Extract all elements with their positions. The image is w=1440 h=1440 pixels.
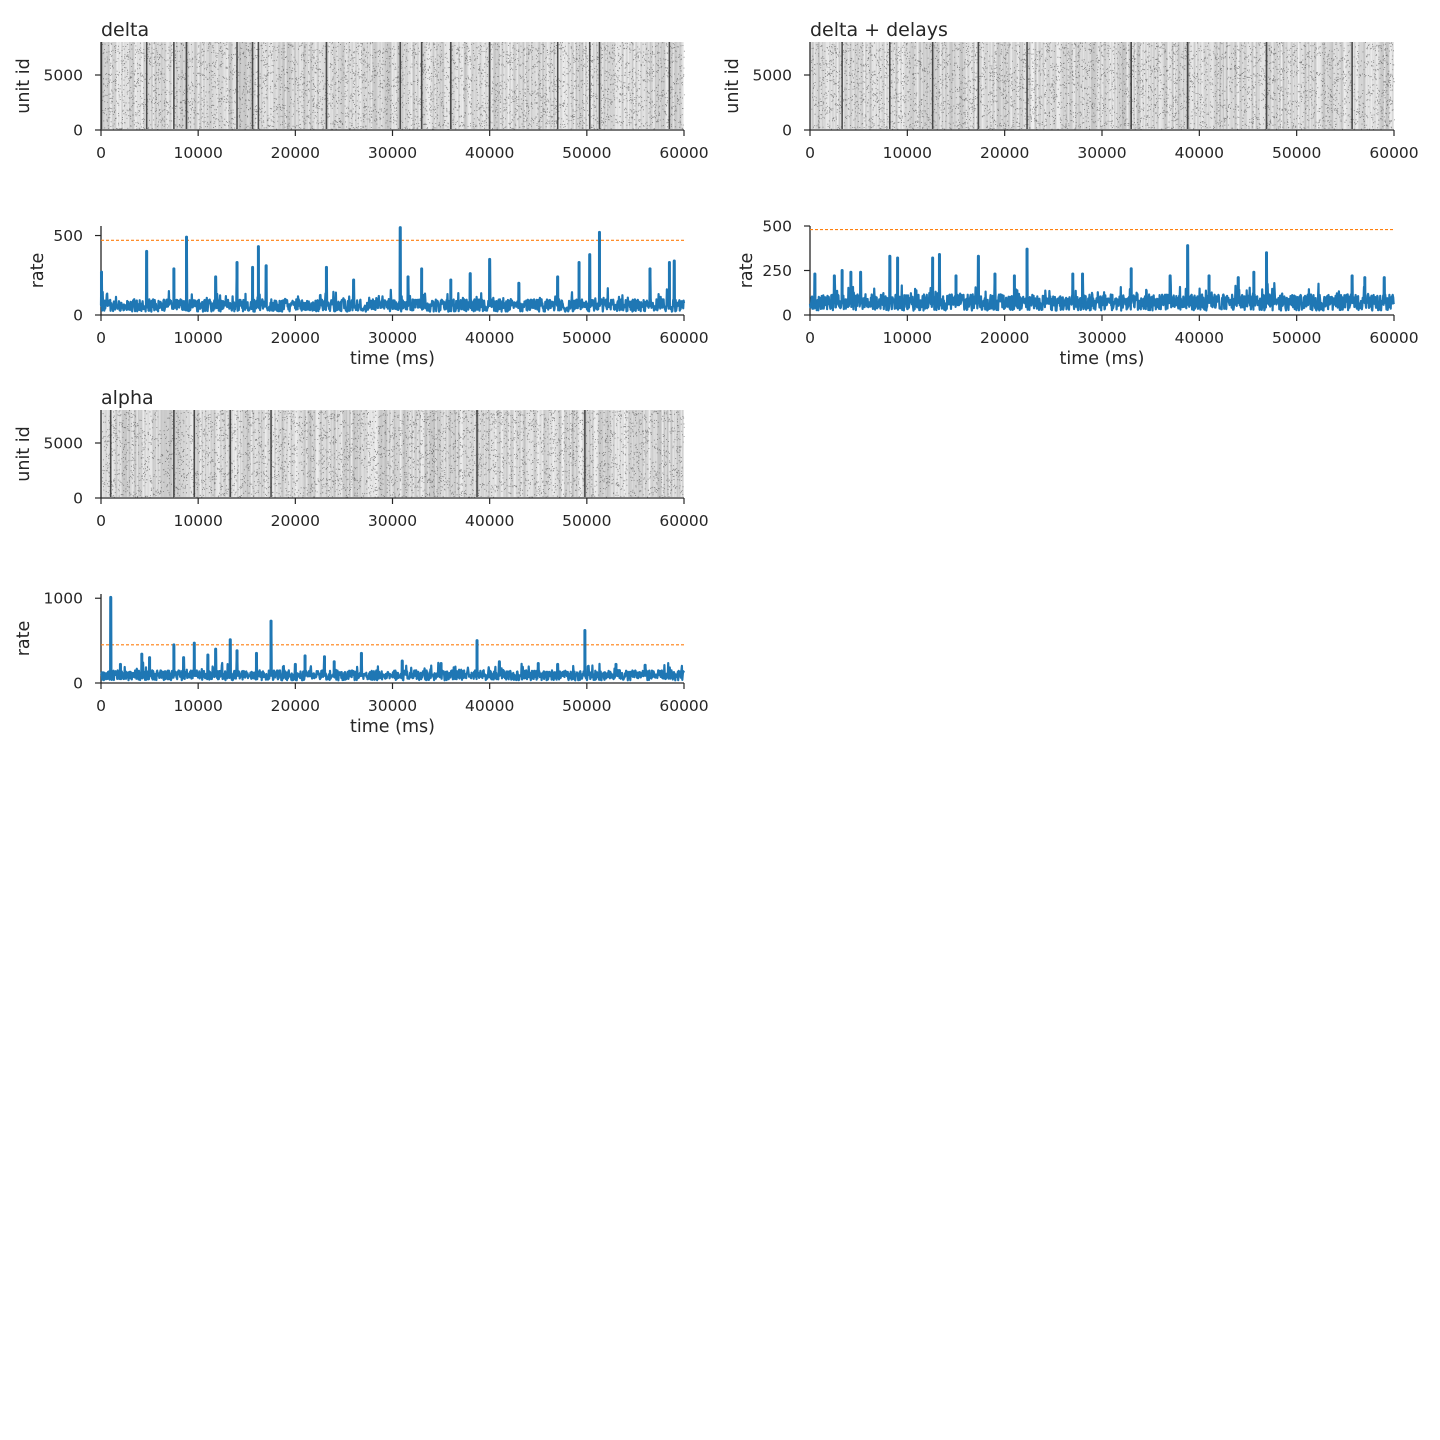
panel-delta-delays: delta + delays 0 10000 20000 30000 40000 5000… xyxy=(723,19,1419,369)
rate-line xyxy=(99,226,686,313)
x-tick-label: 60000 xyxy=(659,697,708,715)
x-tick-label: 20000 xyxy=(980,329,1029,347)
y-tick-label: 500 xyxy=(762,218,792,236)
x-tick-label: 20000 xyxy=(271,697,320,715)
x-tick-label: 20000 xyxy=(980,144,1029,162)
y-tick-label: 5000 xyxy=(753,67,792,85)
x-tick-label: 60000 xyxy=(659,512,708,530)
x-tick-label: 0 xyxy=(96,697,106,715)
x-tick-label: 10000 xyxy=(883,144,932,162)
x-tick-label: 30000 xyxy=(1077,329,1126,347)
x-tick-label: 10000 xyxy=(174,329,223,347)
x-tick-label: 0 xyxy=(96,329,106,347)
x-tick-label: 20000 xyxy=(271,329,320,347)
x-tick-label: 40000 xyxy=(465,329,514,347)
panel-title-delta: delta xyxy=(101,19,149,41)
x-tick-label: 30000 xyxy=(368,144,417,162)
y-tick-label: 0 xyxy=(73,122,83,140)
y-axis-label: unit id xyxy=(14,426,34,481)
panel-title-alpha: alpha xyxy=(101,387,154,409)
x-tick-label: 50000 xyxy=(562,697,611,715)
y-tick-label: 0 xyxy=(73,675,83,693)
x-tick-label: 30000 xyxy=(368,697,417,715)
y-axis-label: rate xyxy=(737,253,757,289)
y-axis-label: unit id xyxy=(14,58,34,113)
x-tick-label: 40000 xyxy=(465,697,514,715)
x-axis-label: time (ms) xyxy=(350,349,435,369)
x-tick-label: 50000 xyxy=(562,329,611,347)
x-tick-label: 30000 xyxy=(368,329,417,347)
x-tick-label: 0 xyxy=(805,329,815,347)
x-tick-label: 30000 xyxy=(1077,144,1126,162)
y-axis-label: rate xyxy=(28,253,48,289)
raster-plot-delta-delays: 0 10000 20000 30000 40000 50000 60000 0 5000 unit… xyxy=(723,42,1419,162)
raster-speckle xyxy=(102,410,685,498)
x-axis-label: time (ms) xyxy=(350,717,435,737)
x-tick-label: 30000 xyxy=(368,512,417,530)
y-tick-label: 0 xyxy=(782,307,792,325)
y-tick-label: 0 xyxy=(782,122,792,140)
x-tick-label: 60000 xyxy=(1369,144,1418,162)
rate-plot-delta-delays: 0 10000 20000 30000 40000 50000 60000 0 250 500 ra… xyxy=(737,218,1419,370)
x-tick-label: 50000 xyxy=(1272,329,1321,347)
y-tick-label: 250 xyxy=(762,262,792,280)
x-tick-label: 10000 xyxy=(174,512,223,530)
raster-spikes xyxy=(810,42,1395,130)
x-axis-label: time (ms) xyxy=(1060,349,1145,369)
x-tick-label: 0 xyxy=(96,512,106,530)
panel-alpha: alpha 0 10000 20000 30000 40000 50000 60000050… xyxy=(14,387,709,737)
x-tick-label: 0 xyxy=(96,144,106,162)
y-tick-label: 5000 xyxy=(44,67,83,85)
rate-line xyxy=(808,244,1395,312)
x-tick-label: 40000 xyxy=(465,512,514,530)
y-tick-label: 1000 xyxy=(44,590,83,608)
x-tick-label: 60000 xyxy=(659,144,708,162)
x-tick-label: 20000 xyxy=(271,512,320,530)
panel-delta: delta 0 10000 20000 30000 40000 50000 60000050… xyxy=(14,19,709,369)
x-tick-label: 10000 xyxy=(174,697,223,715)
x-tick-label: 40000 xyxy=(1175,329,1224,347)
y-tick-label: 0 xyxy=(73,307,83,325)
raster-speckle xyxy=(811,42,1395,130)
raster-spikes xyxy=(101,410,685,498)
rate-plot-delta: 0 10000 20000 30000 40000 50000 60000 0 500 rate t… xyxy=(28,226,709,369)
y-tick-label: 500 xyxy=(53,227,83,245)
x-tick-label: 50000 xyxy=(562,512,611,530)
y-axis-label: unit id xyxy=(723,58,743,113)
x-tick-label: 0 xyxy=(805,144,815,162)
panel-title-delta-delays: delta + delays xyxy=(810,19,948,41)
x-tick-label: 20000 xyxy=(271,144,320,162)
y-tick-label: 5000 xyxy=(44,435,83,453)
x-tick-label: 10000 xyxy=(883,329,932,347)
raster-speckle xyxy=(102,42,685,130)
x-tick-label: 60000 xyxy=(1369,329,1418,347)
raster-spikes xyxy=(100,42,685,130)
x-tick-label: 50000 xyxy=(562,144,611,162)
rate-line xyxy=(100,596,686,682)
x-tick-label: 50000 xyxy=(1272,144,1321,162)
x-tick-label: 10000 xyxy=(174,144,223,162)
rate-plot-alpha: 0 10000 20000 30000 40000 50000 60000 0 1000 rate… xyxy=(14,590,709,737)
x-tick-label: 60000 xyxy=(659,329,708,347)
x-tick-label: 40000 xyxy=(465,144,514,162)
x-tick-label: 40000 xyxy=(1175,144,1224,162)
y-axis-label: rate xyxy=(14,621,34,657)
raster-plot-alpha: 0 10000 20000 30000 40000 50000 60000 0 5000 unit… xyxy=(14,410,709,530)
y-tick-label: 0 xyxy=(73,490,83,508)
raster-plot-delta: 0 10000 20000 30000 40000 50000 60000 0 5000 unit… xyxy=(14,42,709,162)
